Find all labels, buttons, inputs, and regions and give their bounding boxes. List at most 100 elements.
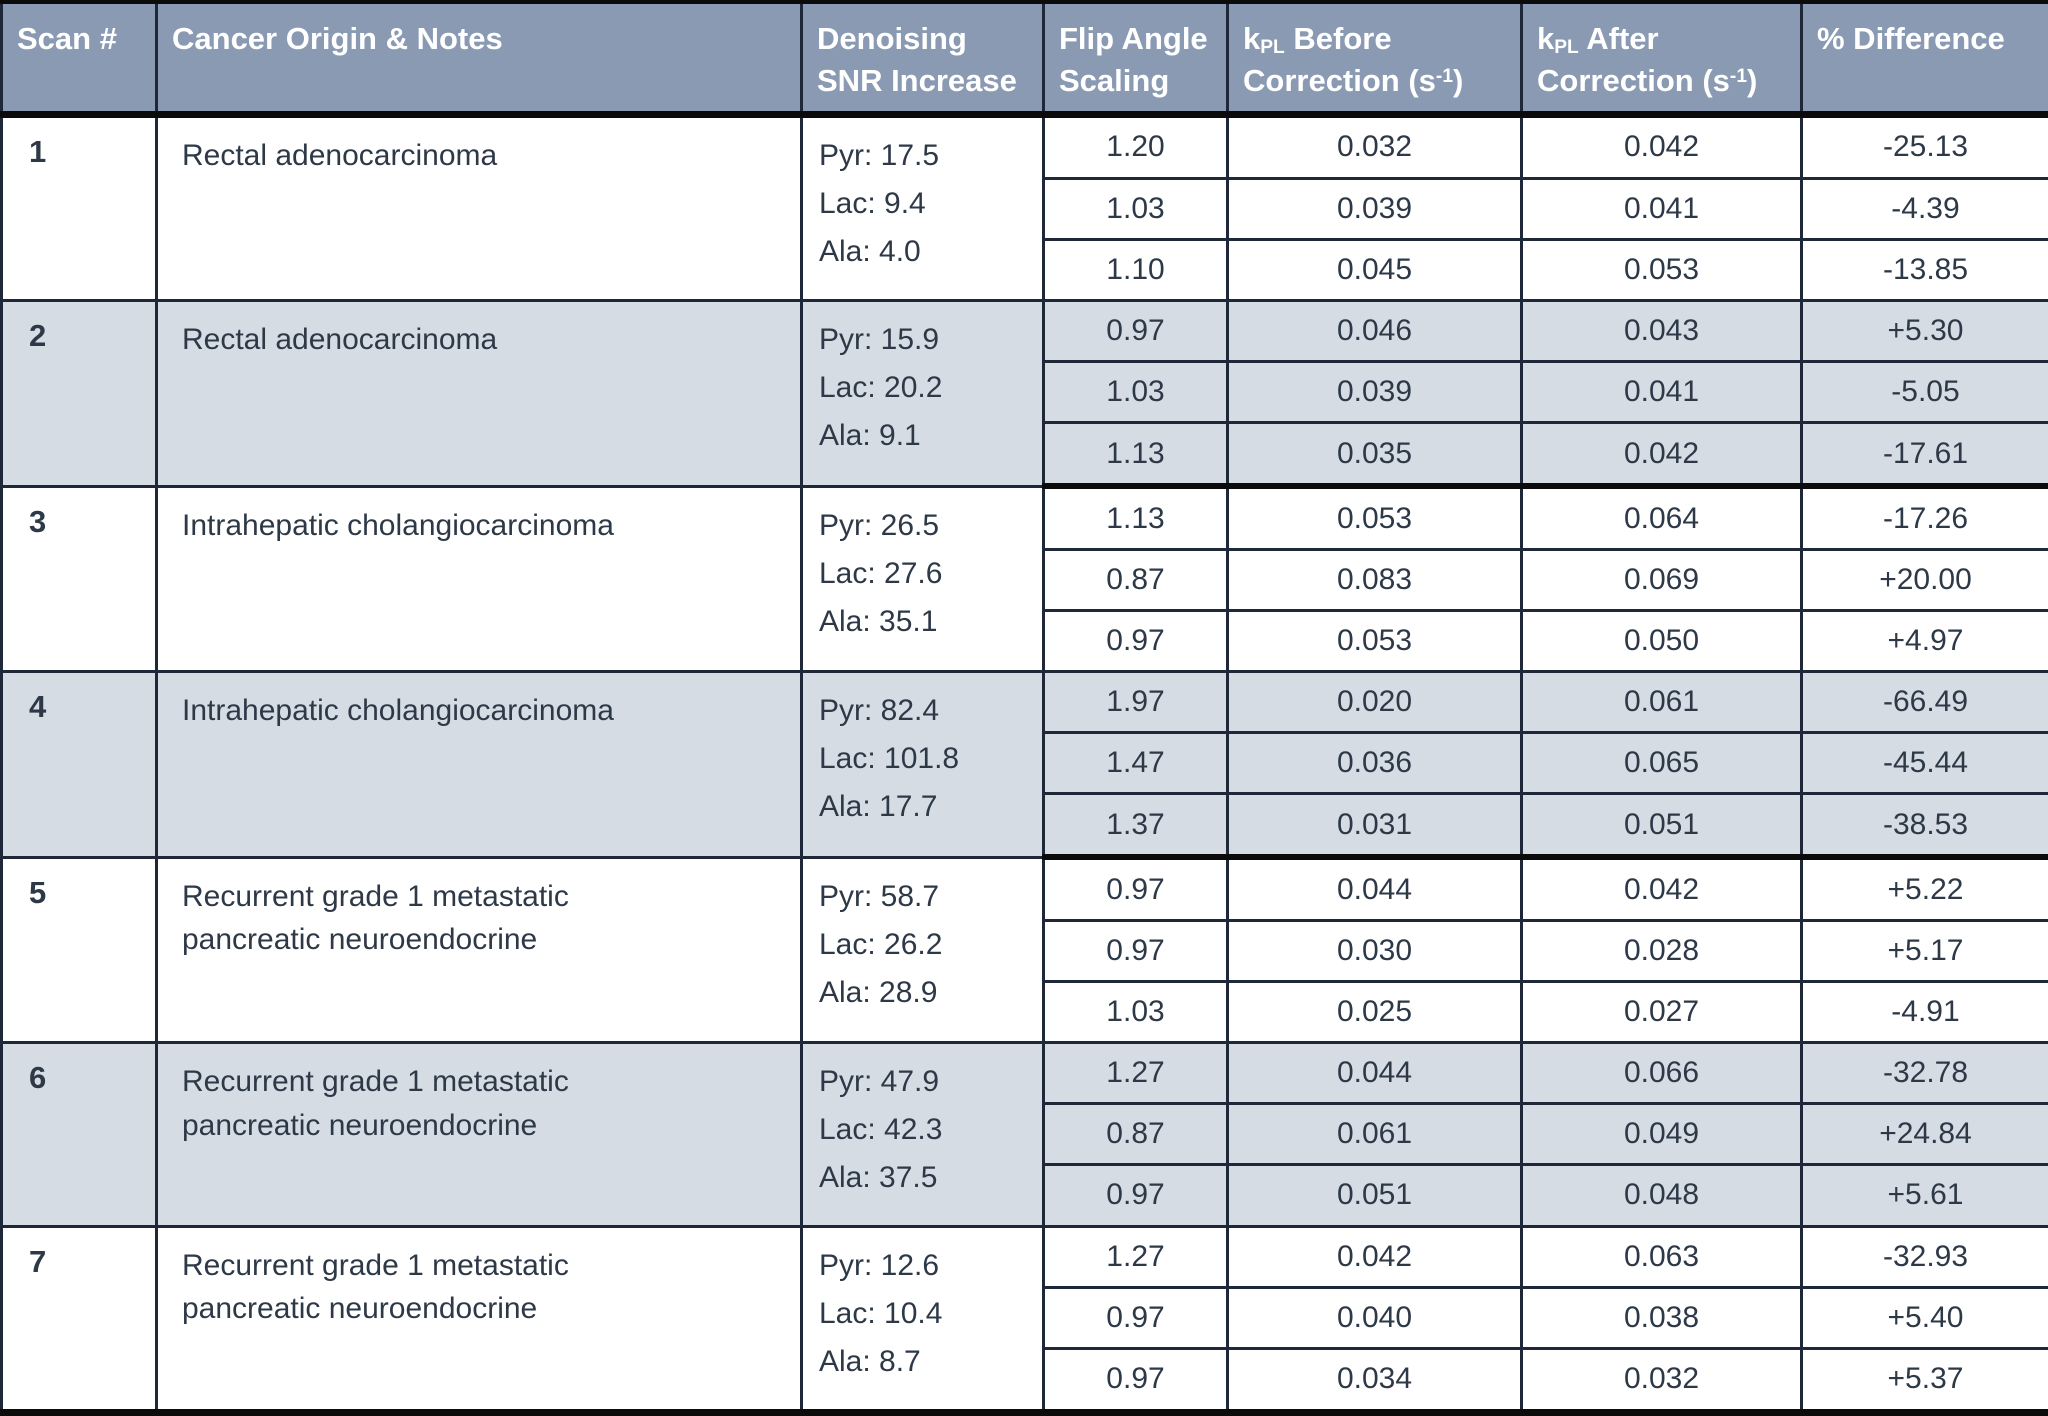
table-row: 0.97 0.040 0.038 +5.40 — [2, 1285, 2048, 1350]
table-header: Scan # Cancer Origin & Notes Denoising S… — [0, 0, 2048, 118]
kpl-after-value: 0.049 — [1520, 1102, 1803, 1167]
pct-difference-value: -66.49 — [1800, 670, 2048, 735]
pct-difference-value: -25.13 — [1800, 112, 2048, 180]
pct-difference-value: +5.17 — [1800, 919, 2048, 984]
pct-difference-value: -4.91 — [1800, 980, 2048, 1045]
pct-difference-value: +5.37 — [1800, 1346, 2048, 1415]
pct-difference-value: -13.85 — [1800, 237, 2048, 302]
scan-number: 6 — [0, 1041, 158, 1228]
flip-angle-value: 0.97 — [1042, 609, 1229, 674]
cancer-origin: Rectal adenocarcinoma — [155, 298, 803, 488]
header-scan-number: Scan # — [0, 0, 158, 118]
table-row: 1.47 0.036 0.065 -45.44 — [2, 731, 2048, 796]
snr-increase: Pyr: 47.9 Lac: 42.3 Ala: 37.5 — [800, 1041, 1045, 1228]
header-row: Scan # Cancer Origin & Notes Denoising S… — [0, 0, 2048, 118]
kpl-after-value: 0.041 — [1520, 176, 1803, 241]
flip-angle-value: 0.97 — [1042, 855, 1229, 923]
table-row: 0.87 0.061 0.049 +24.84 — [2, 1102, 2048, 1167]
snr-pyr: Pyr: 17.5 — [819, 138, 940, 172]
table-row: 1.13 0.035 0.042 -17.61 — [2, 420, 2048, 490]
scan-number: 7 — [0, 1224, 158, 1415]
cancer-origin: Recurrent grade 1 metastatic pancreatic … — [155, 1224, 803, 1415]
flip-angle-value: 1.10 — [1042, 237, 1229, 302]
kpl-after-value: 0.065 — [1520, 731, 1803, 796]
scan-number: 2 — [0, 298, 158, 488]
snr-lac: Lac: 42.3 — [819, 1113, 943, 1147]
snr-ala: Ala: 4.0 — [819, 234, 921, 268]
kpl-after-value: 0.050 — [1520, 609, 1803, 674]
pct-difference-value: +5.61 — [1800, 1163, 2048, 1228]
snr-lac: Lac: 27.6 — [819, 556, 943, 590]
pct-difference-value: -17.61 — [1800, 420, 2048, 490]
scan-number: 1 — [0, 112, 158, 302]
flip-angle-value: 0.97 — [1042, 1346, 1229, 1415]
scan-group-5: 5 Recurrent grade 1 metastatic pancreati… — [0, 855, 2048, 1045]
snr-ala: Ala: 17.7 — [819, 790, 938, 824]
kpl-after-value: 0.042 — [1520, 420, 1803, 490]
snr-increase: Pyr: 15.9 Lac: 20.2 Ala: 9.1 — [800, 298, 1045, 488]
kpl-before-value: 0.046 — [1226, 298, 1523, 363]
table-row: 1.03 0.039 0.041 -5.05 — [2, 359, 2048, 424]
scan-group-7: 7 Recurrent grade 1 metastatic pancreati… — [0, 1224, 2048, 1415]
kpl-after-value: 0.064 — [1520, 484, 1803, 552]
snr-pyr: Pyr: 15.9 — [819, 322, 940, 356]
pct-difference-value: +5.40 — [1800, 1285, 2048, 1350]
kpl-before-value: 0.061 — [1226, 1102, 1523, 1167]
kpl-before-value: 0.083 — [1226, 548, 1523, 613]
header-denoising-snr: Denoising SNR Increase — [800, 0, 1045, 118]
flip-angle-value: 0.97 — [1042, 1163, 1229, 1228]
header-flip-angle-scaling: Flip Angle Scaling — [1042, 0, 1229, 118]
snr-increase: Pyr: 58.7 Lac: 26.2 Ala: 28.9 — [800, 855, 1045, 1045]
kpl-after-value: 0.028 — [1520, 919, 1803, 984]
pct-difference-value: -38.53 — [1800, 792, 2048, 861]
pct-difference-value: +20.00 — [1800, 548, 2048, 613]
flip-angle-value: 0.87 — [1042, 1102, 1229, 1167]
snr-ala: Ala: 8.7 — [819, 1344, 921, 1378]
snr-ala: Ala: 9.1 — [819, 418, 921, 452]
kpl-before-value: 0.025 — [1226, 980, 1523, 1045]
table-row: 0.87 0.083 0.069 +20.00 — [2, 548, 2048, 613]
kpl-before-value: 0.045 — [1226, 237, 1523, 302]
table-row: 7 Recurrent grade 1 metastatic pancreati… — [0, 1224, 2048, 1415]
cancer-origin: Intrahepatic cholangiocarcinoma — [155, 484, 803, 674]
kpl-before-value: 0.053 — [1226, 484, 1523, 552]
table-row: 0.97 0.030 0.028 +5.17 — [2, 919, 2048, 984]
snr-pyr: Pyr: 26.5 — [819, 508, 940, 542]
snr-lac: Lac: 101.8 — [819, 742, 960, 776]
table-row: 6 Recurrent grade 1 metastatic pancreati… — [0, 1041, 2048, 1228]
flip-angle-value: 0.97 — [1042, 298, 1229, 363]
flip-angle-value: 1.03 — [1042, 176, 1229, 241]
snr-lac: Lac: 9.4 — [819, 186, 926, 220]
table-row: 0.97 0.051 0.048 +5.61 — [2, 1163, 2048, 1228]
table-row: 5 Recurrent grade 1 metastatic pancreati… — [0, 855, 2048, 1045]
scan-number: 3 — [0, 484, 158, 674]
scan-number: 5 — [0, 855, 158, 1045]
pct-difference-value: -45.44 — [1800, 731, 2048, 796]
kpl-after-value: 0.051 — [1520, 792, 1803, 861]
kpl-before-value: 0.034 — [1226, 1346, 1523, 1415]
pct-difference-value: -4.39 — [1800, 176, 2048, 241]
cancer-origin: Rectal adenocarcinoma — [155, 112, 803, 302]
kpl-after-value: 0.043 — [1520, 298, 1803, 363]
kpl-before-value: 0.053 — [1226, 609, 1523, 674]
kpl-before-value: 0.032 — [1226, 112, 1523, 180]
table-row: 1.37 0.031 0.051 -38.53 — [2, 792, 2048, 861]
flip-angle-value: 1.37 — [1042, 792, 1229, 861]
kpl-before-value: 0.035 — [1226, 420, 1523, 490]
snr-increase: Pyr: 26.5 Lac: 27.6 Ala: 35.1 — [800, 484, 1045, 674]
kpl-before-value: 0.020 — [1226, 670, 1523, 735]
header-pct-difference: % Difference — [1800, 0, 2048, 118]
snr-lac: Lac: 26.2 — [819, 927, 943, 961]
pct-difference-value: -17.26 — [1800, 484, 2048, 552]
pct-difference-value: -5.05 — [1800, 359, 2048, 424]
flip-angle-value: 1.03 — [1042, 359, 1229, 424]
header-kpl-after: kPL After Correction (s-1) — [1520, 0, 1803, 118]
kpl-before-value: 0.044 — [1226, 1041, 1523, 1106]
flip-angle-value: 1.97 — [1042, 670, 1229, 735]
snr-increase: Pyr: 17.5 Lac: 9.4 Ala: 4.0 — [800, 112, 1045, 302]
snr-pyr: Pyr: 12.6 — [819, 1248, 940, 1282]
snr-pyr: Pyr: 58.7 — [819, 879, 940, 913]
flip-angle-value: 1.13 — [1042, 484, 1229, 552]
